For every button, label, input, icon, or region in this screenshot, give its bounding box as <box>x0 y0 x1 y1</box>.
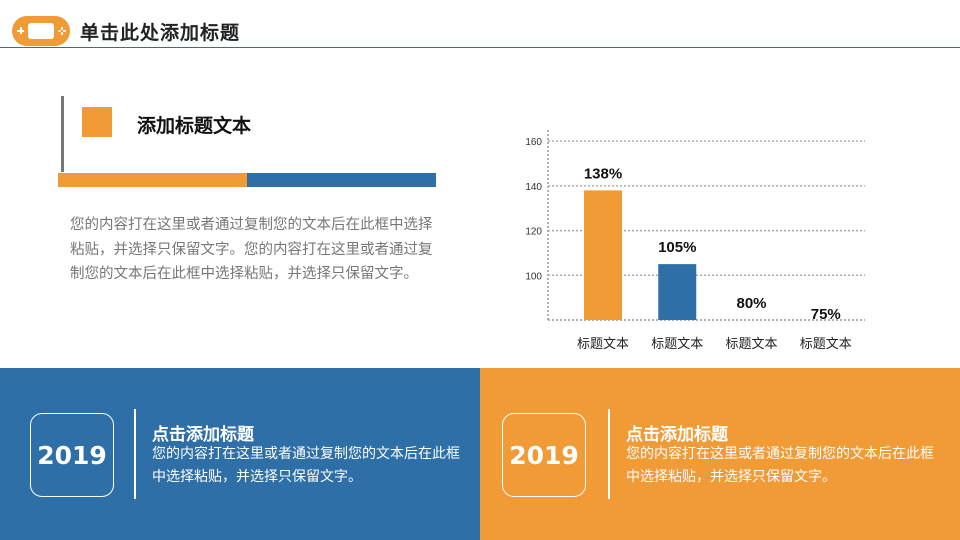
chart-category-label: 标题文本 <box>725 337 777 352</box>
header-divider <box>0 47 960 48</box>
panel-right: 2019 点击添加标题 您的内容打在这里或者通过复制您的文本后在此框中选择粘贴，… <box>480 368 960 540</box>
year-badge: 2019 <box>502 413 586 497</box>
chart-category-label: 标题文本 <box>800 337 852 352</box>
y-tick-label: 120 <box>525 227 542 238</box>
panel-divider <box>608 409 610 499</box>
y-tick-label: 160 <box>525 137 542 148</box>
accent-square <box>82 107 112 137</box>
y-tick-label: 100 <box>525 271 542 282</box>
chart-bar <box>584 190 622 320</box>
panel-description: 您的内容打在这里或者通过复制您的文本后在此框中选择粘贴，并选择只保留文字。 <box>626 446 934 485</box>
panel-description: 您的内容打在这里或者通过复制您的文本后在此框中选择粘贴，并选择只保留文字。 <box>152 446 460 485</box>
chart-data-label: 75% <box>811 306 841 323</box>
gamepad-icon <box>12 16 70 46</box>
panel-divider <box>134 409 136 499</box>
page-title: 单击此处添加标题 <box>80 22 241 44</box>
accent-bar-blue <box>247 173 436 187</box>
accent-vertical-bar <box>61 96 64 172</box>
chart-bar <box>658 264 697 320</box>
chart-category-labels: 标题文本 标题文本 标题文本 标题文本 <box>577 337 852 352</box>
chart-y-ticks: 100 120 140 160 <box>525 137 542 282</box>
panel-title: 点击添加标题 <box>626 425 728 445</box>
chart-bars <box>584 190 697 320</box>
panel-left: 2019 点击添加标题 您的内容打在这里或者通过复制您的文本后在此框中选择粘贴，… <box>0 368 480 540</box>
panel-title: 点击添加标题 <box>152 425 254 445</box>
chart-data-labels: 138% 105% 80% 75% <box>584 165 841 323</box>
chart-data-label: 138% <box>584 165 622 182</box>
accent-bar-orange <box>58 173 247 187</box>
chart-data-label: 105% <box>658 239 696 256</box>
chart-data-label: 80% <box>736 295 766 312</box>
year-badge: 2019 <box>30 413 114 497</box>
y-tick-label: 140 <box>525 182 542 193</box>
chart-category-label: 标题文本 <box>651 337 703 352</box>
chart-category-label: 标题文本 <box>577 337 629 352</box>
section-title: 添加标题文本 <box>137 115 252 137</box>
section-body-text: 您的内容打在这里或者通过复制您的文本后在此框中选择粘贴，并选择只保留文字。您的内… <box>70 217 433 282</box>
